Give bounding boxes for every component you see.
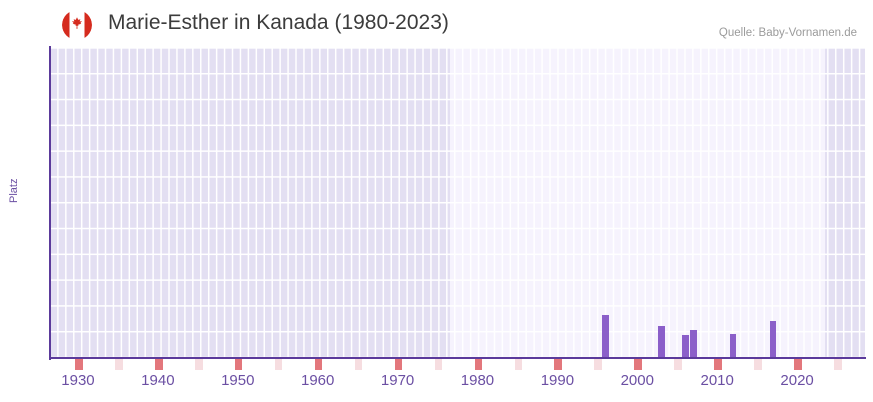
- grid-lines: [50, 48, 865, 358]
- x-tick-label-2000: 2000: [620, 372, 654, 389]
- y-axis-line: [49, 46, 51, 360]
- chart-header: Marie-Esther in Kanada (1980-2023) Quell…: [0, 0, 873, 48]
- bar-series: [50, 48, 865, 358]
- x-tick-label-2010: 2010: [700, 372, 734, 389]
- x-tick-label-1980: 1980: [460, 372, 495, 389]
- bar-2017: [770, 321, 777, 358]
- x-tick-label-1970: 1970: [380, 372, 415, 389]
- y-tick-label-bottom: 4442: [0, 351, 44, 363]
- source-attribution: Quelle: Baby-Vornamen.de: [718, 27, 857, 39]
- x-tick-2015: [754, 359, 762, 370]
- x-tick-2005: [674, 359, 682, 370]
- x-tick-2020: [794, 359, 802, 370]
- bar-2007: [690, 330, 697, 358]
- y-tick-label-top: 1: [0, 41, 38, 53]
- page-title: Marie-Esther in Kanada (1980-2023): [108, 11, 449, 34]
- x-tick-1975: [434, 359, 443, 370]
- x-tick-1935: [115, 359, 123, 370]
- x-tick-1940: [154, 359, 163, 370]
- plot-area: [50, 48, 865, 358]
- bar-2003: [658, 326, 665, 358]
- x-tick-1945: [194, 359, 203, 370]
- bar-2012: [730, 334, 737, 358]
- x-tick-2010: [714, 359, 722, 370]
- x-tick-1980: [474, 359, 483, 370]
- x-tick-1990: [554, 359, 563, 370]
- x-tick-1970: [394, 359, 403, 370]
- x-tick-1995: [594, 359, 603, 370]
- x-axis-tick-marks: [50, 359, 865, 370]
- x-tick-label-1940: 1940: [141, 372, 175, 389]
- x-axis-line: [49, 357, 866, 359]
- x-tick-label-2020: 2020: [780, 372, 814, 389]
- x-tick-1985: [514, 359, 523, 370]
- x-tick-2025: [834, 359, 842, 370]
- x-tick-1950: [234, 359, 243, 370]
- x-tick-1965: [354, 359, 363, 370]
- x-tick-1930: [75, 359, 83, 370]
- y-axis-title: Platz: [8, 178, 20, 203]
- x-tick-2000: [634, 359, 642, 370]
- x-tick-label-1960: 1960: [300, 372, 335, 389]
- bar-2006: [682, 335, 689, 358]
- x-tick-label-1950: 1950: [221, 372, 255, 389]
- x-tick-1955: [274, 359, 283, 370]
- x-tick-label-1990: 1990: [540, 372, 575, 389]
- canada-flag-icon: [62, 10, 92, 40]
- bar-1996: [602, 315, 609, 358]
- x-tick-1960: [314, 359, 323, 370]
- x-tick-label-1930: 1930: [61, 372, 95, 389]
